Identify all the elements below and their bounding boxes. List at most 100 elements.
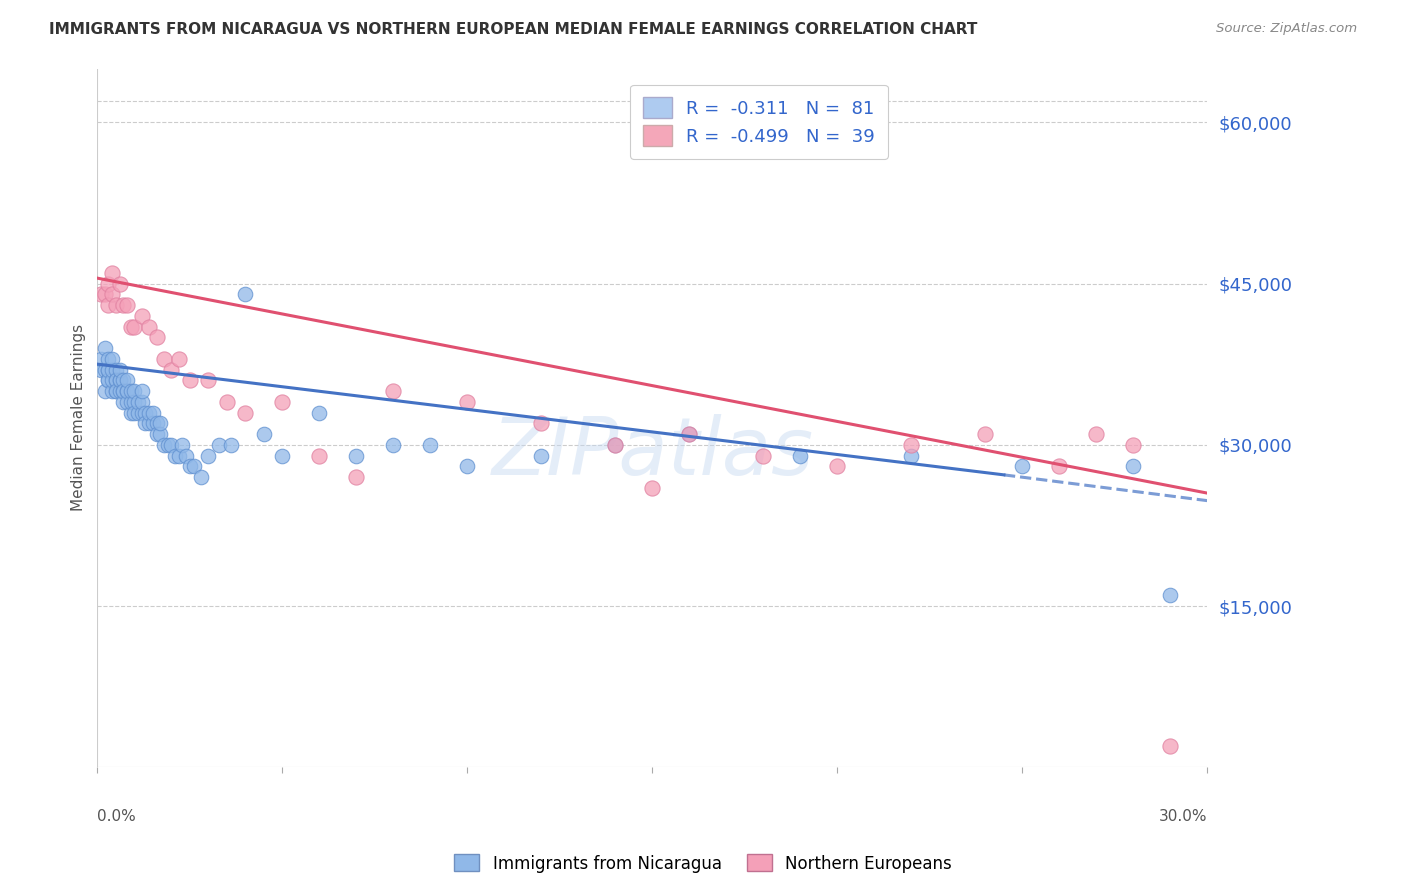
Point [900,449,922,463]
Point [167,449,190,463]
Point [183,459,205,474]
Point [138,319,160,334]
Point [215,394,238,409]
Point [900,438,922,452]
Point [530,449,553,463]
Point [253,427,276,442]
Point [308,449,330,463]
Point [197,449,219,463]
Point [97,298,120,312]
Point [108,277,131,291]
Point [149,427,172,442]
Point [97,362,120,376]
Point [138,417,160,431]
Point [419,438,441,452]
Point [104,362,127,376]
Point [271,449,294,463]
Point [124,319,146,334]
Point [235,405,257,419]
Point [1159,588,1181,602]
Point [789,449,811,463]
Point [108,362,131,376]
Point [190,470,212,484]
Point [97,362,120,376]
Point [97,373,120,387]
Point [208,438,231,452]
Point [94,384,117,398]
Point [1049,459,1071,474]
Point [127,394,149,409]
Point [153,351,176,366]
Point [112,394,135,409]
Point [108,373,131,387]
Point [1085,427,1108,442]
Point [678,427,700,442]
Point [235,287,257,301]
Point [752,449,775,463]
Point [145,427,167,442]
Legend: Immigrants from Nicaragua, Northern Europeans: Immigrants from Nicaragua, Northern Euro… [447,847,959,880]
Point [115,384,138,398]
Point [108,384,131,398]
Point [94,362,117,376]
Point [138,405,160,419]
Point [120,394,142,409]
Point [974,427,997,442]
Point [131,405,153,419]
Point [101,362,124,376]
Point [101,384,124,398]
Point [149,417,172,431]
Point [1011,459,1033,474]
Text: 30.0%: 30.0% [1159,809,1208,824]
Point [115,298,138,312]
Text: IMMIGRANTS FROM NICARAGUA VS NORTHERN EUROPEAN MEDIAN FEMALE EARNINGS CORRELATIO: IMMIGRANTS FROM NICARAGUA VS NORTHERN EU… [49,22,977,37]
Point [271,394,294,409]
Point [678,427,700,442]
Point [1122,438,1144,452]
Point [145,330,167,344]
Y-axis label: Median Female Earnings: Median Female Earnings [72,325,86,511]
Point [101,287,124,301]
Point [120,405,142,419]
Point [112,298,135,312]
Point [530,417,553,431]
Point [156,438,179,452]
Point [344,470,367,484]
Point [1159,739,1181,753]
Point [1122,459,1144,474]
Text: Source: ZipAtlas.com: Source: ZipAtlas.com [1216,22,1357,36]
Point [115,394,138,409]
Point [167,351,190,366]
Point [153,438,176,452]
Text: 0.0%: 0.0% [97,809,136,824]
Point [827,459,849,474]
Point [115,373,138,387]
Text: ZIPatlas: ZIPatlas [491,414,814,491]
Point [90,351,112,366]
Point [104,384,127,398]
Point [90,362,112,376]
Point [108,373,131,387]
Point [641,481,664,495]
Point [134,405,156,419]
Legend: R =  -0.311   N =  81, R =  -0.499   N =  39: R = -0.311 N = 81, R = -0.499 N = 39 [630,85,887,159]
Point [456,394,478,409]
Point [104,373,127,387]
Point [174,449,197,463]
Point [142,405,165,419]
Point [344,449,367,463]
Point [101,266,124,280]
Point [94,287,117,301]
Point [112,384,135,398]
Point [104,298,127,312]
Point [160,362,183,376]
Point [605,438,627,452]
Point [145,417,167,431]
Point [124,394,146,409]
Point [382,384,405,398]
Point [112,373,135,387]
Point [142,417,165,431]
Point [456,459,478,474]
Point [172,438,194,452]
Point [112,384,135,398]
